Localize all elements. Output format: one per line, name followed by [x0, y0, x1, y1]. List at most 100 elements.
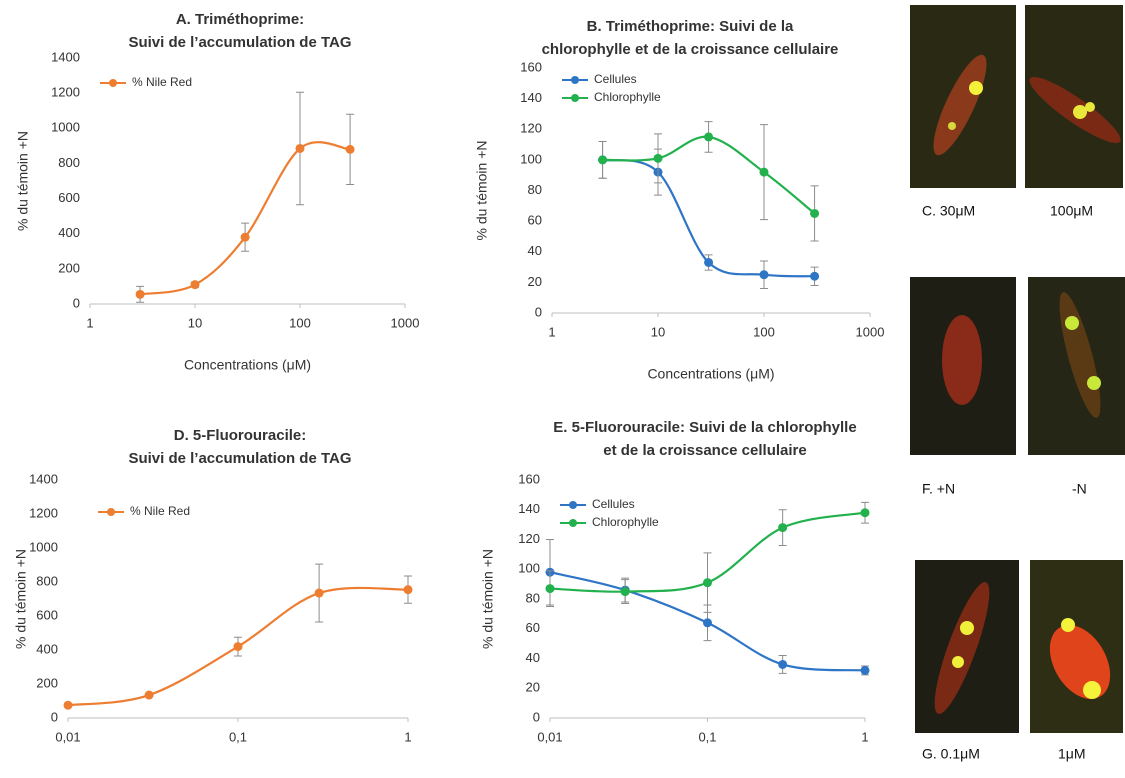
y-tick-label: 1200 [29, 505, 58, 520]
data-point [778, 659, 788, 669]
legend-label: Chlorophylle [594, 90, 661, 104]
caption: 100μM [1050, 203, 1093, 219]
y-tick-label: 1200 [51, 85, 80, 100]
y-tick-label: 100 [520, 151, 542, 166]
y-tick-label: 20 [526, 680, 540, 695]
legend-marker [569, 519, 577, 527]
chart-title: E. 5-Fluorouracile: Suivi de la chloroph… [553, 419, 856, 436]
y-tick-label: 160 [518, 471, 540, 486]
cell [934, 582, 990, 714]
y-tick-label: 140 [518, 501, 540, 516]
chart-title: et de la croissance cellulaire [603, 442, 806, 459]
x-axis-label: Concentrations (μM) [647, 366, 774, 382]
data-point [860, 665, 870, 675]
y-tick-label: 80 [526, 590, 540, 605]
legend-label: % Nile Red [130, 504, 190, 518]
y-axis-label: % du témoin +N [480, 549, 496, 649]
x-tick-label: 100 [289, 315, 311, 330]
data-point [860, 508, 870, 518]
legend-marker [569, 501, 577, 509]
y-tick-label: 140 [520, 90, 542, 105]
chart-title: chlorophylle et de la croissance cellula… [542, 41, 839, 58]
lipid-droplet [969, 81, 983, 95]
data-point [653, 153, 663, 163]
data-point [190, 280, 200, 290]
caption: -N [1072, 481, 1087, 497]
data-point [403, 585, 413, 595]
y-tick-label: 1000 [29, 539, 58, 554]
data-point [778, 523, 788, 533]
legend-marker [571, 94, 579, 102]
caption: F. +N [922, 481, 955, 497]
y-tick-label: 100 [518, 561, 540, 576]
data-point [810, 271, 820, 281]
y-axis-label: % du témoin +N [13, 549, 29, 649]
x-tick-label: 10 [651, 324, 665, 339]
data-point [545, 584, 555, 594]
data-point [704, 257, 714, 267]
y-tick-label: 0 [533, 709, 540, 724]
cell [933, 54, 987, 156]
lipid-droplet [1073, 105, 1087, 119]
y-tick-label: 1400 [29, 471, 58, 486]
x-tick-label: 1 [861, 729, 868, 744]
data-point [240, 232, 250, 242]
legend-label: Cellules [592, 497, 635, 511]
data-point [759, 270, 769, 280]
x-tick-label: 1 [548, 324, 555, 339]
y-tick-label: 800 [58, 155, 80, 170]
lipid-droplet [1061, 618, 1075, 632]
x-tick-label: 1000 [856, 324, 885, 339]
lipid-droplet [960, 621, 974, 635]
lipid-droplet [1087, 376, 1101, 390]
data-point [345, 144, 355, 154]
lipid-droplet [948, 122, 956, 130]
y-tick-label: 0 [73, 295, 80, 310]
data-point [144, 690, 154, 700]
lipid-droplet [1083, 681, 1101, 699]
chart-title: D. 5-Fluorouracile: [174, 427, 307, 444]
x-tick-label: 0,01 [537, 729, 562, 744]
x-tick-label: 10 [188, 315, 202, 330]
chart-title: Suivi de l’accumulation de TAG [128, 34, 351, 51]
y-tick-label: 1000 [51, 120, 80, 135]
data-point [704, 132, 714, 142]
y-tick-label: 160 [520, 59, 542, 74]
data-point [598, 155, 608, 165]
y-tick-label: 800 [36, 573, 58, 588]
data-point [620, 587, 630, 597]
y-tick-label: 120 [518, 531, 540, 546]
y-tick-label: 200 [58, 260, 80, 275]
data-point [703, 618, 712, 628]
legend-marker [109, 79, 117, 87]
y-tick-label: 600 [58, 190, 80, 205]
x-tick-label: 1000 [391, 315, 420, 330]
data-point [314, 588, 324, 598]
caption: 1μM [1058, 746, 1086, 762]
x-axis-label: Concentrations (μM) [184, 357, 311, 373]
cell [942, 315, 982, 405]
data-point [703, 578, 712, 588]
micrographs [910, 5, 1125, 733]
y-tick-label: 600 [36, 607, 58, 622]
y-tick-label: 0 [535, 304, 542, 319]
data-point [810, 208, 820, 218]
y-tick-label: 400 [36, 641, 58, 656]
chart-title: Suivi de l’accumulation de TAG [128, 450, 351, 467]
y-tick-label: 40 [526, 650, 540, 665]
x-tick-label: 0,1 [229, 729, 247, 744]
chart-title: B. Triméthoprime: Suivi de la [587, 18, 794, 35]
y-tick-label: 1400 [51, 49, 80, 64]
y-tick-label: 60 [526, 620, 540, 635]
data-point [295, 143, 305, 153]
data-point [63, 700, 73, 710]
x-tick-label: 1 [404, 729, 411, 744]
x-tick-label: 0,01 [55, 729, 80, 744]
legend-marker [571, 76, 579, 84]
y-tick-label: 20 [528, 274, 542, 289]
y-tick-label: 80 [528, 182, 542, 197]
y-axis-label: % du témoin +N [474, 141, 490, 241]
legend-marker [107, 508, 115, 516]
data-point [135, 289, 145, 299]
